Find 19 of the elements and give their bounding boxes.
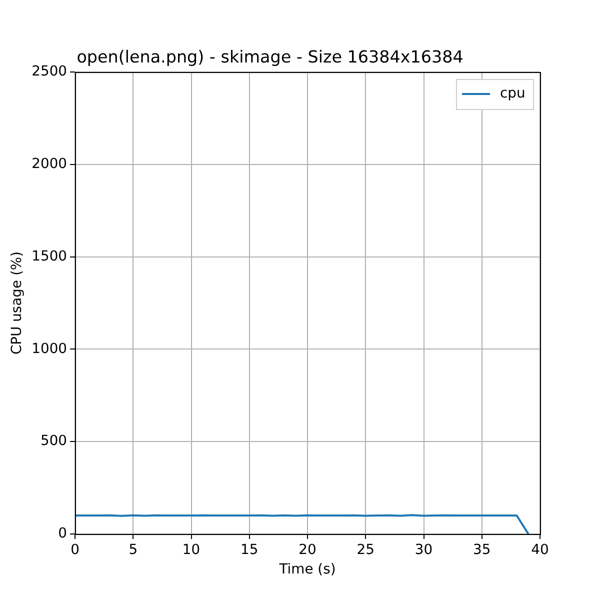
y-tick-label: 0: [58, 526, 67, 542]
x-tick-label: 0: [70, 542, 80, 558]
y-tick-label: 2000: [32, 156, 67, 172]
y-tick-label: 1000: [32, 340, 67, 357]
x-tick-label: 15: [240, 542, 258, 558]
y-axis-title: CPU usage (%): [8, 252, 25, 355]
x-axis-title: Time (s): [278, 561, 336, 578]
x-tick-label: 10: [182, 542, 200, 558]
x-tick-label: 35: [473, 542, 491, 558]
x-tick-label: 40: [531, 542, 549, 558]
y-tick-label: 500: [40, 433, 67, 450]
legend-label: cpu: [500, 86, 526, 102]
x-tick-label: 25: [356, 542, 374, 558]
x-tick-label: 20: [298, 542, 316, 558]
y-tick-label: 2500: [32, 64, 67, 80]
x-tick-label: 30: [414, 542, 433, 558]
chart-title: open(lena.png) - skimage - Size 16384x16384: [76, 46, 464, 66]
y-tick-label: 1500: [32, 248, 67, 264]
x-tick-label: 5: [128, 542, 138, 558]
